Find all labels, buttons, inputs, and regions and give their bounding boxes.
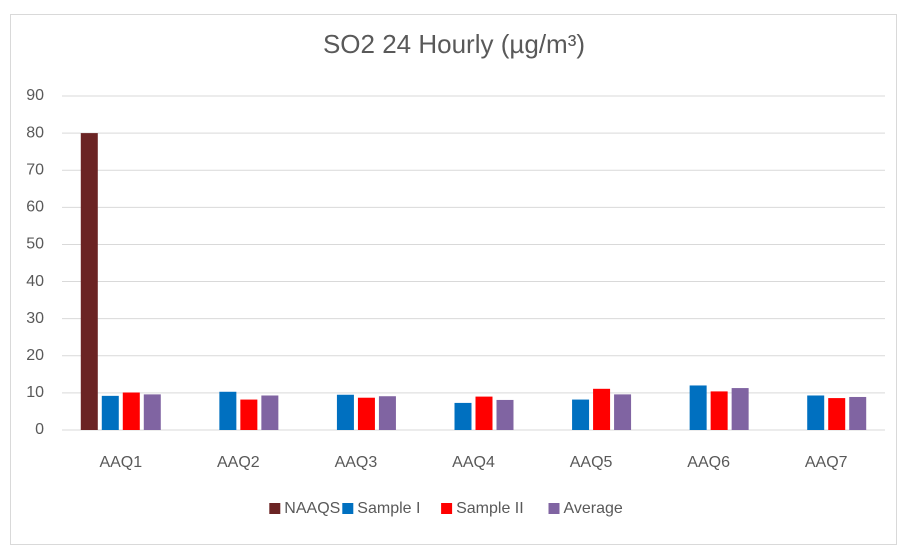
y-tick-label: 40 — [26, 273, 44, 290]
legend-label: Average — [564, 500, 623, 517]
legend-swatch — [441, 503, 453, 514]
bar — [496, 399, 514, 430]
y-tick-label: 10 — [26, 384, 44, 401]
y-tick-label: 80 — [26, 124, 44, 141]
bar — [614, 394, 632, 430]
bar — [454, 402, 472, 430]
x-tick-label: AAQ1 — [99, 454, 142, 471]
x-tick-label: AAQ4 — [452, 454, 495, 471]
bar — [593, 388, 611, 430]
y-tick-label: 50 — [26, 236, 44, 253]
bar — [336, 394, 354, 430]
bar — [80, 133, 98, 430]
bar — [261, 395, 279, 430]
bar — [357, 397, 375, 430]
y-tick-label: 0 — [35, 421, 44, 438]
bar — [378, 396, 396, 430]
chart-title: SO2 24 Hourly (µg/m³) — [323, 29, 585, 59]
bar — [475, 396, 493, 430]
bar — [240, 399, 258, 430]
bar — [710, 391, 728, 430]
bar — [731, 388, 749, 430]
legend-swatch — [342, 503, 354, 514]
legend-label: Sample II — [456, 500, 524, 517]
x-tick-label: AAQ6 — [687, 454, 730, 471]
legend-label: Sample I — [357, 500, 420, 517]
bar — [828, 398, 846, 430]
bar — [219, 391, 237, 430]
y-tick-label: 60 — [26, 199, 44, 216]
legend-swatch — [548, 503, 560, 514]
y-tick-label: 30 — [26, 310, 44, 327]
x-tick-label: AAQ3 — [335, 454, 378, 471]
bar — [572, 399, 590, 430]
bar — [143, 394, 161, 430]
x-tick-label: AAQ2 — [217, 454, 260, 471]
y-tick-label: 20 — [26, 347, 44, 364]
bar — [849, 396, 867, 430]
x-tick-label: AAQ5 — [570, 454, 613, 471]
bar — [122, 392, 140, 430]
y-tick-label: 70 — [26, 161, 44, 178]
bar — [689, 385, 707, 430]
legend-swatch — [269, 503, 281, 514]
x-tick-label: AAQ7 — [805, 454, 848, 471]
chart-border — [10, 14, 897, 545]
bar — [101, 395, 119, 430]
bar — [807, 395, 825, 430]
legend-label: NAAQS — [284, 500, 340, 517]
y-tick-label: 90 — [26, 87, 44, 104]
